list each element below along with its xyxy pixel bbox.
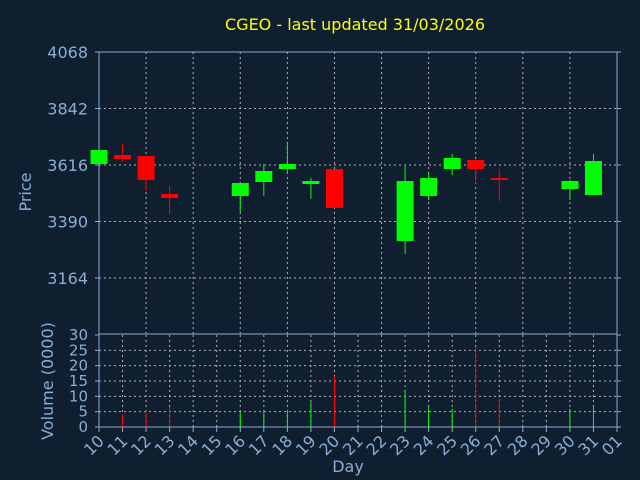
candle-body [161, 194, 179, 198]
candle-body [396, 181, 414, 241]
candle-body [255, 171, 273, 182]
volume-tick-label: 0 [78, 418, 88, 436]
price-tick-label: 4068 [47, 43, 88, 62]
price-tick-label: 3842 [47, 100, 88, 119]
candle-body [231, 183, 249, 196]
candle-body [278, 164, 296, 169]
volume-tick-label: 10 [69, 387, 88, 405]
price-panel-frame [98, 51, 618, 335]
volume-tick-label: 15 [69, 372, 88, 390]
candle-body [90, 150, 108, 164]
candle-body [137, 156, 155, 180]
candle-body [302, 181, 320, 184]
price-axis-label: Price [16, 172, 35, 211]
candle-body [467, 160, 485, 169]
price-tick-label: 3616 [47, 156, 88, 175]
candle-body [443, 158, 461, 169]
volume-tick-label: 5 [78, 403, 88, 421]
candle-body [114, 155, 132, 159]
candle-body [420, 178, 438, 196]
volume-tick-label: 30 [69, 326, 88, 344]
candle-body [561, 181, 579, 189]
price-tick-label: 3390 [47, 213, 88, 232]
volume-axis-label: Volume (0000) [38, 322, 57, 440]
x-axis-label: Day [332, 457, 364, 476]
candle-body [490, 178, 508, 180]
candle-body [584, 161, 602, 195]
grid [99, 52, 617, 427]
candles [90, 144, 602, 427]
volume-tick-label: 20 [69, 357, 88, 375]
candle-body [325, 169, 343, 208]
price-tick-label: 3164 [47, 269, 88, 288]
chart-title: CGEO - last updated 31/03/2026 [225, 15, 485, 34]
x-tick-label: 01 [598, 431, 626, 459]
volume-tick-label: 25 [69, 341, 88, 359]
